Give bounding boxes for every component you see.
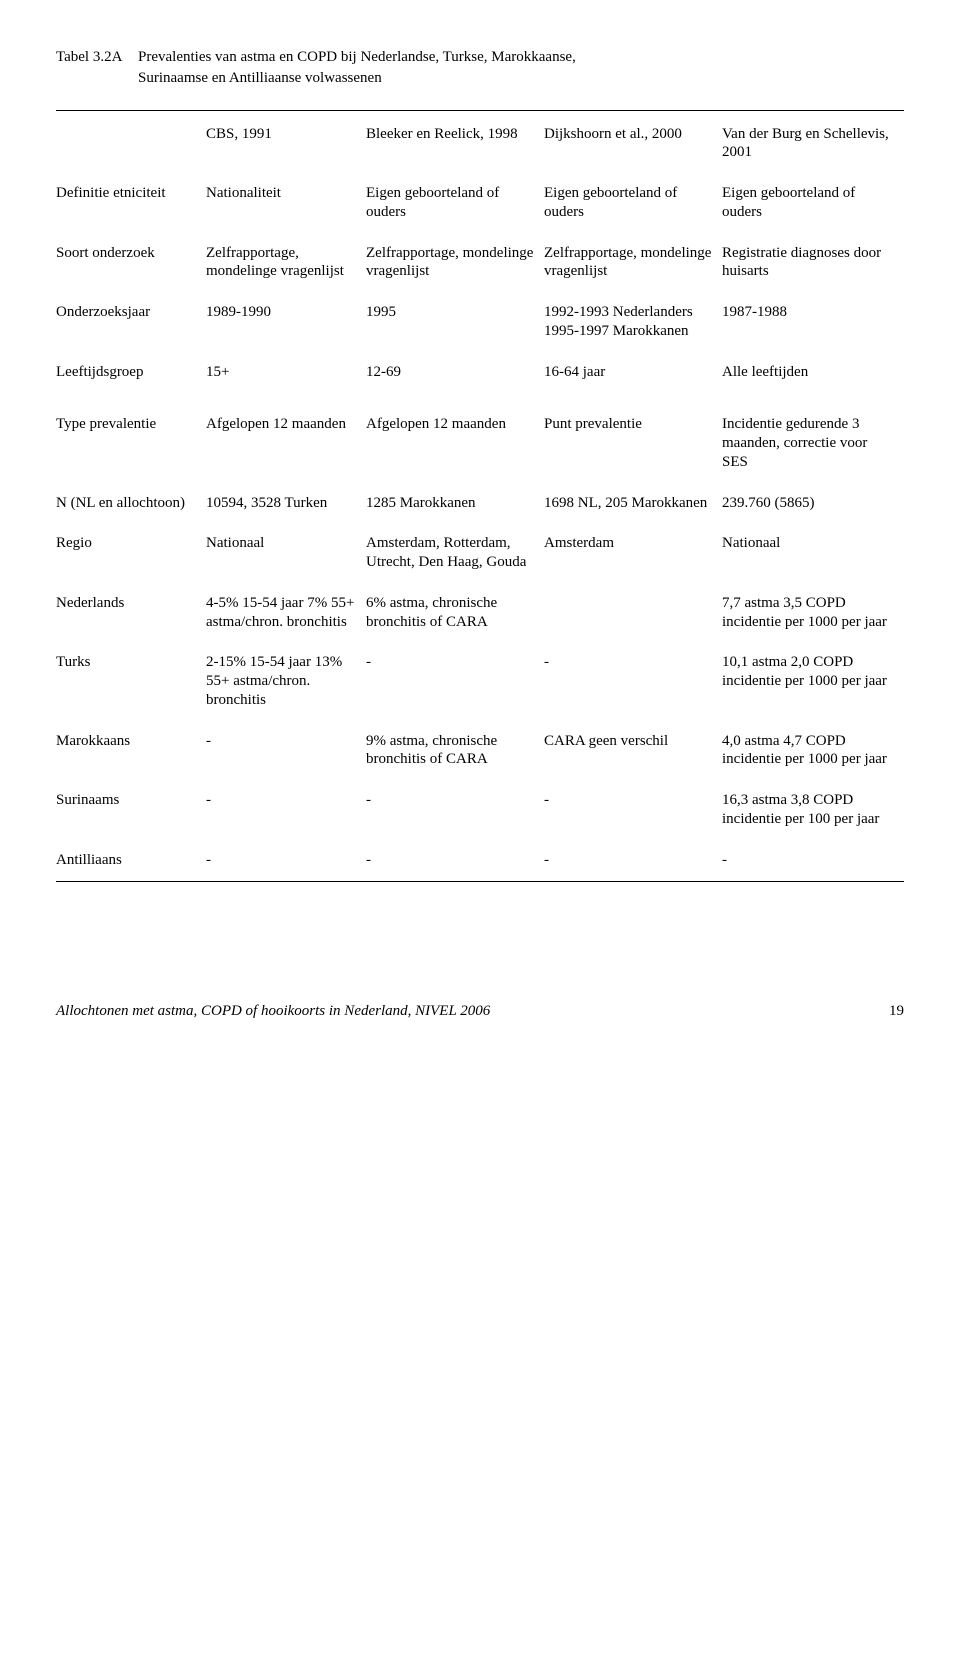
row-label: Onderzoeksjaar [56, 303, 206, 363]
table-label: Tabel 3.2A [56, 48, 138, 67]
cell: 10,1 astma 2,0 COPD incidentie per 1000 … [722, 653, 904, 731]
col-header-3: Dijkshoorn et al., 2000 [544, 125, 722, 185]
table-row: Type prevalentie Afgelopen 12 maanden Af… [56, 415, 904, 493]
cell: Zelfrapportage, mondelinge vragenlijst [544, 244, 722, 304]
cell: Amsterdam, Rotterdam, Utrecht, Den Haag,… [366, 534, 544, 594]
col-header-2: Bleeker en Reelick, 1998 [366, 125, 544, 185]
cell: Amsterdam [544, 534, 722, 594]
cell: 7,7 astma 3,5 COPD incidentie per 1000 p… [722, 594, 904, 654]
table-row: Antilliaans - - - - [56, 851, 904, 876]
bottom-rule [56, 881, 904, 882]
row-label: Leeftijdsgroep [56, 363, 206, 416]
cell: - [206, 791, 366, 851]
cell: Zelfrapportage, mondelinge vragenlijst [206, 244, 366, 304]
cell: 4,0 astma 4,7 COPD incidentie per 1000 p… [722, 732, 904, 792]
data-table: CBS, 1991 Bleeker en Reelick, 1998 Dijks… [56, 125, 904, 876]
table-row: Onderzoeksjaar 1989-1990 1995 1992-1993 … [56, 303, 904, 363]
cell: 1698 NL, 205 Marokkanen [544, 494, 722, 535]
cell: CARA geen verschil [544, 732, 722, 792]
row-label: Antilliaans [56, 851, 206, 876]
table-row: Marokkaans - 9% astma, chronische bronch… [56, 732, 904, 792]
cell: 1995 [366, 303, 544, 363]
cell: 10594, 3528 Turken [206, 494, 366, 535]
col-header-1: CBS, 1991 [206, 125, 366, 185]
table-title-line1: Prevalenties van astma en COPD bij Neder… [138, 48, 904, 67]
row-label: Soort onderzoek [56, 244, 206, 304]
table-row: N (NL en allochtoon) 10594, 3528 Turken … [56, 494, 904, 535]
cell: 9% astma, chronische bronchitis of CARA [366, 732, 544, 792]
table-row: Soort onderzoek Zelfrapportage, mondelin… [56, 244, 904, 304]
cell: Registratie diagnoses door huisarts [722, 244, 904, 304]
cell: 1987-1988 [722, 303, 904, 363]
cell: Afgelopen 12 maanden [206, 415, 366, 493]
cell: - [544, 791, 722, 851]
top-rule [56, 110, 904, 111]
page-number: 19 [889, 1002, 904, 1021]
cell: 6% astma, chronische bronchitis of CARA [366, 594, 544, 654]
cell: - [206, 732, 366, 792]
cell: 2-15% 15-54 jaar 13% 55+ astma/chron. br… [206, 653, 366, 731]
cell: - [722, 851, 904, 876]
table-row: Regio Nationaal Amsterdam, Rotterdam, Ut… [56, 534, 904, 594]
cell: Nationaliteit [206, 184, 366, 244]
cell: 15+ [206, 363, 366, 416]
cell: - [366, 791, 544, 851]
table-title-line2: Surinaamse en Antilliaanse volwassenen [138, 69, 904, 88]
cell: 4-5% 15-54 jaar 7% 55+ astma/chron. bron… [206, 594, 366, 654]
cell: 1989-1990 [206, 303, 366, 363]
cell: 12-69 [366, 363, 544, 416]
cell: Alle leeftijden [722, 363, 904, 416]
col-header-4: Van der Burg en Schellevis, 2001 [722, 125, 904, 185]
footer-text: Allochtonen met astma, COPD of hooikoort… [56, 1002, 490, 1021]
row-label: Marokkaans [56, 732, 206, 792]
cell: Zelfrapportage, mondelinge vragenlijst [366, 244, 544, 304]
cell: 1285 Marokkanen [366, 494, 544, 535]
table-row: Definitie etniciteit Nationaliteit Eigen… [56, 184, 904, 244]
row-label: Surinaams [56, 791, 206, 851]
table-row: Leeftijdsgroep 15+ 12-69 16-64 jaar Alle… [56, 363, 904, 416]
cell: - [544, 851, 722, 876]
cell: Eigen geboorteland of ouders [722, 184, 904, 244]
cell: Afgelopen 12 maanden [366, 415, 544, 493]
cell: Nationaal [206, 534, 366, 594]
row-label: N (NL en allochtoon) [56, 494, 206, 535]
cell: - [206, 851, 366, 876]
table-row: Nederlands 4-5% 15-54 jaar 7% 55+ astma/… [56, 594, 904, 654]
cell: 1992-1993 Nederlanders 1995-1997 Marokka… [544, 303, 722, 363]
cell: - [544, 653, 722, 731]
cell: - [366, 653, 544, 731]
cell: Eigen geboorteland of ouders [366, 184, 544, 244]
cell: Punt prevalentie [544, 415, 722, 493]
cell [544, 594, 722, 654]
cell: Eigen geboorteland of ouders [544, 184, 722, 244]
table-row: Turks 2-15% 15-54 jaar 13% 55+ astma/chr… [56, 653, 904, 731]
row-label: Turks [56, 653, 206, 731]
row-label: Regio [56, 534, 206, 594]
cell: 239.760 (5865) [722, 494, 904, 535]
cell: Nationaal [722, 534, 904, 594]
cell: Incidentie gedurende 3 maanden, correcti… [722, 415, 904, 493]
cell: 16,3 astma 3,8 COPD incidentie per 100 p… [722, 791, 904, 851]
cell: - [366, 851, 544, 876]
header-row: CBS, 1991 Bleeker en Reelick, 1998 Dijks… [56, 125, 904, 185]
row-label: Type prevalentie [56, 415, 206, 493]
row-label: Nederlands [56, 594, 206, 654]
cell: 16-64 jaar [544, 363, 722, 416]
row-label: Definitie etniciteit [56, 184, 206, 244]
table-row: Surinaams - - - 16,3 astma 3,8 COPD inci… [56, 791, 904, 851]
